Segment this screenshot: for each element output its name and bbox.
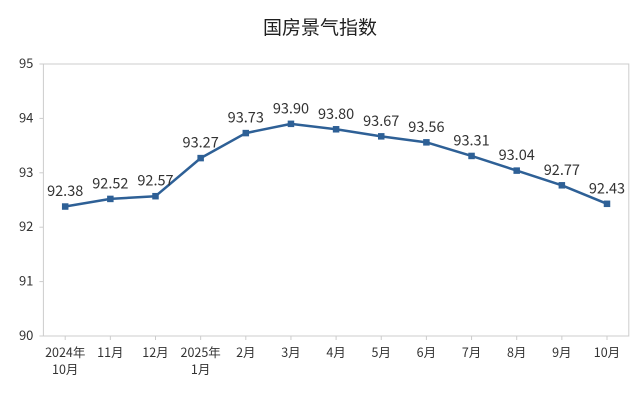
svg-text:9月: 9月 bbox=[552, 342, 571, 361]
svg-text:93.56: 93.56 bbox=[408, 116, 444, 137]
svg-text:93.04: 93.04 bbox=[499, 144, 535, 165]
svg-text:93: 93 bbox=[19, 162, 33, 181]
svg-text:94: 94 bbox=[19, 107, 33, 126]
svg-text:10月: 10月 bbox=[594, 342, 620, 361]
svg-text:4月: 4月 bbox=[326, 342, 345, 361]
svg-text:92.57: 92.57 bbox=[137, 170, 173, 191]
svg-text:92.38: 92.38 bbox=[47, 180, 83, 201]
svg-text:93.31: 93.31 bbox=[453, 129, 489, 150]
svg-text:91: 91 bbox=[19, 271, 33, 290]
svg-text:93.80: 93.80 bbox=[318, 103, 354, 124]
svg-text:6月: 6月 bbox=[417, 342, 436, 361]
svg-text:93.73: 93.73 bbox=[228, 107, 264, 128]
svg-text:10月: 10月 bbox=[52, 359, 78, 378]
svg-text:92: 92 bbox=[19, 216, 33, 235]
svg-text:93.67: 93.67 bbox=[363, 110, 399, 131]
svg-text:5月: 5月 bbox=[372, 342, 391, 361]
svg-text:2月: 2月 bbox=[236, 342, 255, 361]
svg-text:8月: 8月 bbox=[507, 342, 526, 361]
svg-text:93.27: 93.27 bbox=[183, 132, 219, 153]
svg-text:92.43: 92.43 bbox=[589, 177, 625, 198]
svg-text:12月: 12月 bbox=[142, 342, 168, 361]
svg-text:95: 95 bbox=[19, 53, 33, 72]
svg-text:93.90: 93.90 bbox=[273, 97, 309, 118]
svg-text:92.52: 92.52 bbox=[92, 172, 128, 193]
svg-text:7月: 7月 bbox=[462, 342, 481, 361]
svg-text:3月: 3月 bbox=[281, 342, 300, 361]
svg-text:1月: 1月 bbox=[191, 359, 210, 378]
svg-text:90: 90 bbox=[19, 325, 33, 344]
svg-text:92.77: 92.77 bbox=[544, 159, 580, 180]
svg-text:11月: 11月 bbox=[97, 342, 123, 361]
